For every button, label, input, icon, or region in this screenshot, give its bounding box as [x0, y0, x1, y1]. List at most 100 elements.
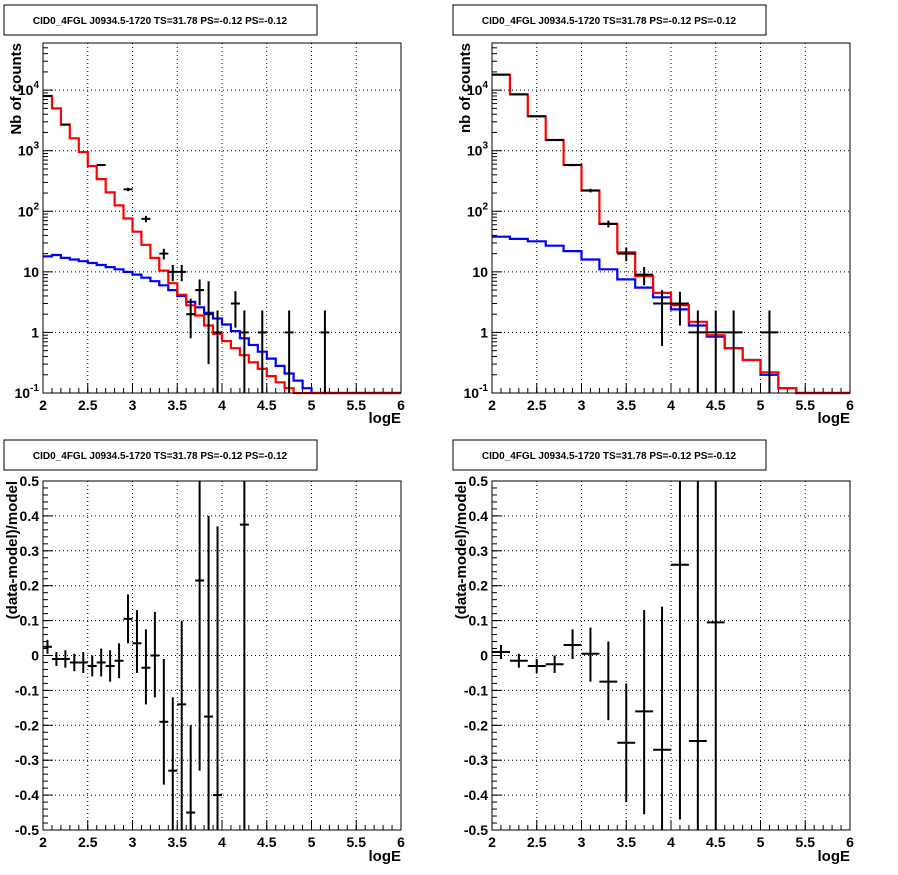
- background-histogram: [492, 235, 850, 395]
- data-point: [599, 220, 618, 228]
- y-tick-label: -0.2: [464, 717, 488, 733]
- grid: [492, 43, 850, 393]
- x-tick-label: 4.5: [706, 834, 726, 850]
- model-histogram: [43, 94, 401, 395]
- x-tick-label: 3.5: [168, 834, 188, 850]
- y-tick-label: 102: [18, 201, 40, 219]
- data-point: [87, 655, 97, 677]
- data-point: [635, 610, 654, 815]
- data-point: [671, 481, 689, 820]
- panel-top-left: CID0_4FGL J0934.5-1720 TS=31.78 PS=-0.12…: [3, 4, 405, 427]
- x-tick-label: 2.5: [527, 397, 547, 413]
- y-tick-label: 0.4: [20, 508, 40, 524]
- y-tick-label: 0.1: [469, 613, 489, 629]
- x-tick-label: 3.5: [168, 397, 188, 413]
- x-tick-label: 4.5: [257, 834, 277, 850]
- y-tick-label: 10-1: [15, 383, 40, 401]
- data-point: [204, 281, 214, 365]
- data-point: [688, 310, 707, 393]
- y-tick-label: 0: [31, 648, 39, 664]
- data-point: [509, 93, 528, 96]
- data-point: [51, 652, 61, 666]
- y-tick-label: 0.4: [469, 508, 489, 524]
- data-point: [724, 310, 743, 393]
- x-tick-label: 4: [667, 397, 675, 413]
- y-tick-label: 10: [23, 264, 39, 280]
- panel-top-right: CID0_4FGL J0934.5-1720 TS=31.78 PS=-0.12…: [452, 4, 854, 427]
- data-point: [195, 481, 205, 771]
- x-tick-label: 6: [397, 834, 405, 850]
- y-tick-labels: -0.5 -0.4 -0.3 -0.2 -0.1 0 0.1 0.2 0.3 0.4 0.5: [15, 473, 39, 838]
- y-tick-label: -0.5: [15, 822, 39, 838]
- panel-bottom-right: CID0_4FGL J0934.5-1720 TS=31.78 PS=-0.12…: [452, 439, 854, 865]
- model-histogram: [492, 73, 850, 395]
- data-point: [706, 310, 725, 393]
- data-point: [545, 655, 564, 673]
- y-axis-label: (data-model)/model: [4, 481, 21, 619]
- title-box: [452, 4, 767, 36]
- y-tick-label: 1: [480, 324, 488, 340]
- x-tick-label: 3: [578, 397, 586, 413]
- y-tick-label: 104: [467, 80, 489, 98]
- y-tick-label: 0.5: [469, 473, 489, 489]
- title-box: [452, 439, 767, 471]
- y-tick-label: -0.1: [464, 682, 488, 698]
- y-tick-label: -0.3: [15, 752, 39, 768]
- data-point: [617, 247, 636, 262]
- grid: [492, 481, 850, 830]
- x-axis-label: logE: [369, 410, 402, 427]
- data-point: [177, 264, 187, 282]
- data-point: [492, 73, 510, 76]
- x-axis-label: logE: [818, 410, 851, 427]
- data-point: [186, 298, 196, 339]
- y-tick-label: 103: [467, 141, 489, 159]
- y-tick-label: -0.4: [15, 787, 39, 803]
- data-point: [653, 290, 671, 346]
- x-tick-labels: 2 2.5 3 3.5 4 4.5 5 5.5 6: [488, 834, 854, 850]
- data-point: [213, 526, 222, 830]
- x-tick-labels: 2 2.5 3 3.5 4 4.5 5 5.5 6: [39, 834, 405, 850]
- plot-frame: [42, 480, 402, 831]
- plot-frame: [491, 42, 851, 394]
- data-point: [60, 123, 70, 126]
- data-point: [159, 248, 169, 260]
- y-tick-label: 0.5: [20, 473, 40, 489]
- x-tick-label: 4: [218, 397, 226, 413]
- y-tick-label: 0.2: [469, 578, 489, 594]
- y-axis-label: (data-model)/model: [453, 481, 470, 619]
- data-point: [60, 650, 70, 668]
- grid: [43, 481, 401, 830]
- data-point: [141, 629, 151, 705]
- data-point: [617, 683, 636, 803]
- y-tick-label: -0.3: [464, 752, 488, 768]
- data-point: [581, 627, 600, 682]
- y-tick-label: 0.1: [20, 613, 40, 629]
- y-tick-label: 0.2: [20, 578, 40, 594]
- data-point: [114, 643, 124, 679]
- data-point: [320, 310, 330, 393]
- data-point: [509, 653, 528, 668]
- data-point: [43, 639, 52, 654]
- y-axis-label: Nb of counts: [8, 43, 25, 135]
- data-point: [43, 95, 52, 98]
- data-point: [635, 267, 654, 286]
- y-tick-label: 0.3: [469, 543, 489, 559]
- background-histogram: [43, 253, 401, 395]
- plot-marks: [492, 481, 725, 830]
- data-point: [563, 163, 582, 167]
- x-tick-label: 3.5: [617, 397, 637, 413]
- data-point: [653, 606, 671, 830]
- data-point: [760, 310, 779, 393]
- x-tick-label: 2.5: [78, 834, 98, 850]
- data-point: [688, 481, 707, 830]
- x-tick-label: 4: [218, 834, 226, 850]
- x-tick-label: 5: [308, 834, 316, 850]
- plot-marks: [43, 94, 401, 395]
- title-box: [3, 439, 318, 471]
- data-point: [141, 215, 151, 223]
- x-tick-label: 2: [488, 397, 496, 413]
- data-point: [69, 653, 79, 672]
- x-tick-label: 5: [757, 834, 765, 850]
- x-tick-label: 3: [578, 834, 586, 850]
- plot-frame: [42, 42, 402, 394]
